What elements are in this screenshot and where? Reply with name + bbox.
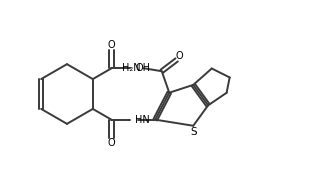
Text: H₂N: H₂N [122, 63, 140, 73]
Text: O: O [108, 40, 115, 50]
Text: HN: HN [135, 115, 150, 125]
Text: O: O [108, 138, 115, 148]
Text: S: S [190, 127, 197, 137]
Text: OH: OH [135, 63, 150, 73]
Text: O: O [175, 51, 183, 61]
